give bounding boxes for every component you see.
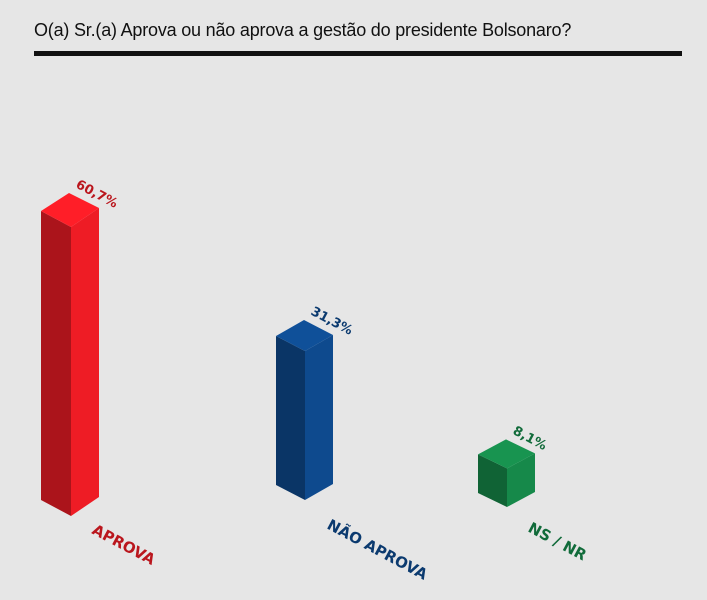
bar-right-face xyxy=(305,334,333,500)
page-title: O(a) Sr.(a) Aprova ou não aprova a gestã… xyxy=(34,20,572,40)
bar xyxy=(41,193,99,227)
bar-left-face xyxy=(478,454,507,507)
bar-left-face xyxy=(41,211,71,516)
bar xyxy=(276,319,333,351)
bar xyxy=(478,439,535,469)
category-label: NS / NR xyxy=(525,519,590,565)
bar-right-face xyxy=(71,208,99,516)
title-divider xyxy=(34,51,682,56)
bar-right-face xyxy=(507,453,535,507)
category-label: NÃO APROVA xyxy=(324,515,431,584)
bar-left-face xyxy=(276,335,305,500)
category-label: APROVA xyxy=(89,521,158,569)
